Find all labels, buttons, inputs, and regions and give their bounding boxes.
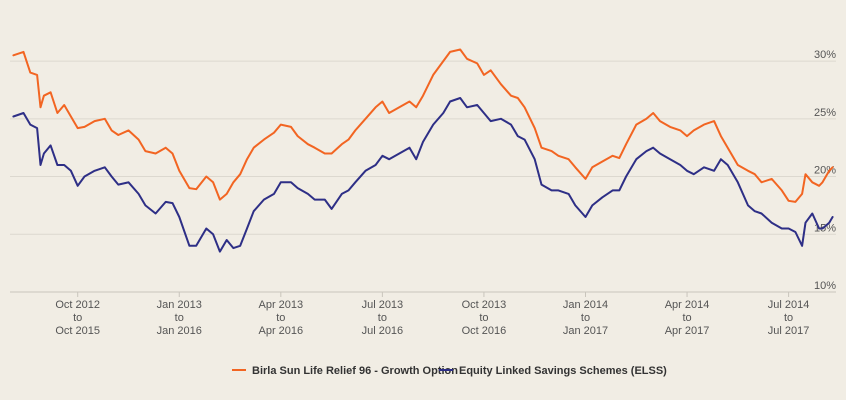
x-tick-label-0-line-1: to [73,312,82,324]
y-axis: 30% 25% 20% 15% 10% [814,49,836,292]
x-tick-label-7-line-1: to [784,312,793,324]
x-tick-label-6-line-0: Apr 2014 [665,299,710,311]
y-tick-label-30: 30% [814,49,836,61]
series-line-elss[interactable] [12,97,834,253]
y-tick-label-10: 10% [814,280,836,292]
x-tick-label-1-line-1: to [175,312,184,324]
y-tick-label-15: 15% [814,222,836,234]
series-lines [12,48,834,253]
x-tick-label-4-line-1: to [479,312,488,324]
x-tick-label-4-line-2: Oct 2016 [462,325,507,337]
y-tick-label-25: 25% [814,107,836,119]
x-tick-label-7-line-0: Jul 2014 [768,299,810,311]
x-tick-label-3-line-0: Jul 2013 [362,299,404,311]
x-tick-label-6-line-2: Apr 2017 [665,325,710,337]
x-tick-label-0-line-0: Oct 2012 [55,299,100,311]
x-tick-label-4-line-0: Oct 2013 [462,299,507,311]
series-line-birla[interactable] [12,48,834,203]
legend-label-elss: Equity Linked Savings Schemes (ELSS) [459,365,667,377]
x-tick-label-2-line-0: Apr 2013 [258,299,303,311]
x-tick-label-5-line-2: Jan 2017 [563,325,608,337]
legend: Birla Sun Life Relief 96 - Growth Option… [232,365,667,377]
x-tick-label-3-line-1: to [378,312,387,324]
x-tick-label-1-line-0: Jan 2013 [157,299,202,311]
x-tick-label-2-line-1: to [276,312,285,324]
y-tick-label-20: 20% [814,165,836,177]
x-tick-label-5-line-0: Jan 2014 [563,299,608,311]
x-tick-label-5-line-1: to [581,312,590,324]
x-tick-label-1-line-2: Jan 2016 [157,325,202,337]
x-tick-label-2-line-2: Apr 2016 [258,325,303,337]
x-tick-label-7-line-2: Jul 2017 [768,325,810,337]
legend-item-elss[interactable]: Equity Linked Savings Schemes (ELSS) [439,365,667,377]
x-tick-label-3-line-2: Jul 2016 [362,325,404,337]
legend-label-birla: Birla Sun Life Relief 96 - Growth Option [252,365,458,377]
x-tick-label-6-line-1: to [682,312,691,324]
x-tick-label-0-line-2: Oct 2015 [55,325,100,337]
legend-item-birla[interactable]: Birla Sun Life Relief 96 - Growth Option [232,365,458,377]
